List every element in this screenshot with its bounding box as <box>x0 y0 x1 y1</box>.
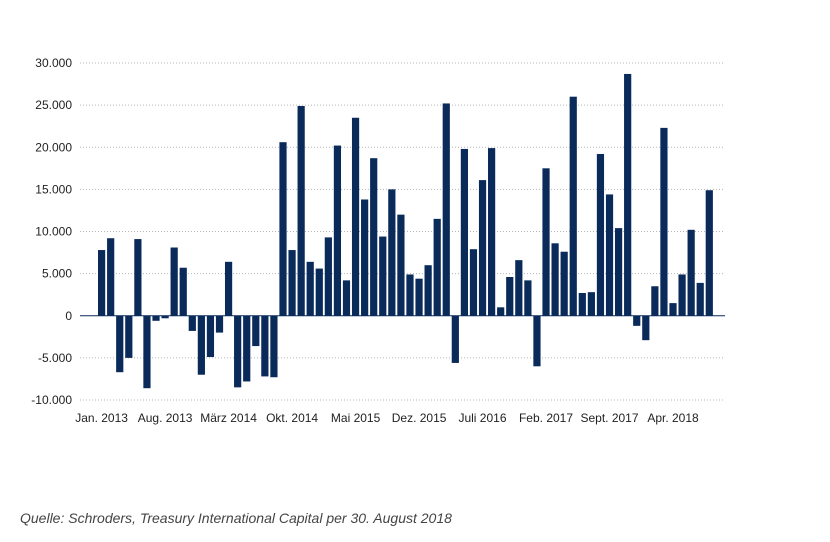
y-tick-label: 5.000 <box>42 267 72 281</box>
bar <box>125 315 133 358</box>
y-tick-label: 25.000 <box>35 98 72 112</box>
bar <box>533 315 541 367</box>
bar <box>107 238 115 316</box>
y-tick-label: 30.000 <box>35 56 72 70</box>
bar <box>279 142 287 316</box>
x-axis-tick-labels: Jan. 2013 Aug. 2013 März 2014 Okt. 2014 Mai … <box>75 411 699 425</box>
bar <box>306 261 314 316</box>
bar <box>424 265 432 316</box>
bar <box>243 315 251 382</box>
bar <box>515 260 523 316</box>
y-tick-label: 20.000 <box>35 140 72 154</box>
bar <box>705 190 713 316</box>
x-tick-label: Juli 2016 <box>458 411 506 425</box>
x-tick-label: Okt. 2014 <box>266 411 318 425</box>
bar <box>651 286 659 316</box>
bar <box>179 267 187 316</box>
bar <box>98 250 106 316</box>
bar <box>415 278 423 316</box>
bar <box>324 237 332 316</box>
bar <box>524 280 532 316</box>
bar <box>161 315 169 319</box>
bar <box>596 153 605 316</box>
bar <box>669 303 677 316</box>
y-tick-label: -5.000 <box>38 351 72 365</box>
bar <box>406 274 414 316</box>
bar <box>587 292 595 316</box>
bar <box>342 280 351 316</box>
bar <box>206 315 215 358</box>
x-tick-label: März 2014 <box>200 411 257 425</box>
bar <box>506 277 514 316</box>
bar <box>234 315 242 388</box>
x-tick-label: Aug. 2013 <box>138 411 193 425</box>
bar <box>270 315 278 378</box>
bar <box>569 96 577 316</box>
bar <box>660 127 668 316</box>
bar <box>605 194 614 316</box>
source-note: Quelle: Schroders, Treasury Internationa… <box>20 510 452 526</box>
bar <box>633 315 641 326</box>
y-tick-label: -10.000 <box>31 393 72 407</box>
bar <box>288 250 296 316</box>
bar <box>478 180 487 316</box>
bar <box>642 315 650 341</box>
bar <box>152 315 160 321</box>
bar <box>460 148 468 316</box>
bar <box>170 247 178 316</box>
bar <box>687 229 695 316</box>
bar <box>551 243 559 316</box>
y-axis-tick-labels: 30.000 25.000 20.000 15.000 10.000 5.000 0 -5.0… <box>31 56 72 407</box>
bar <box>116 315 124 373</box>
bar <box>451 315 459 363</box>
bars <box>98 73 713 389</box>
bar <box>542 168 550 316</box>
bar <box>578 293 586 316</box>
bar <box>224 261 233 316</box>
bar <box>261 315 269 377</box>
x-tick-label: Apr. 2018 <box>647 411 699 425</box>
bar <box>469 249 478 316</box>
bar <box>197 315 205 375</box>
x-tick-label: Jan. 2013 <box>75 411 128 425</box>
y-tick-label: 0 <box>65 309 72 323</box>
bar <box>370 158 378 316</box>
y-tick-label: 10.000 <box>35 225 72 239</box>
x-tick-label: Mai 2015 <box>331 411 381 425</box>
bar <box>351 117 360 316</box>
bar <box>488 148 496 316</box>
bar <box>614 228 623 316</box>
x-tick-label: Dez. 2015 <box>392 411 447 425</box>
bar <box>560 251 568 316</box>
bar <box>143 315 151 389</box>
x-tick-label: Feb. 2017 <box>519 411 573 425</box>
bar <box>379 236 387 316</box>
bar <box>678 274 686 316</box>
bar-chart: 30.000 25.000 20.000 15.000 10.000 5.000 0 -5.0… <box>31 56 725 425</box>
bar <box>134 239 142 316</box>
bar <box>315 268 323 316</box>
bar <box>433 218 441 316</box>
bar <box>442 103 450 316</box>
bar <box>361 199 369 316</box>
bar <box>188 315 196 331</box>
bar <box>297 105 305 316</box>
bar <box>696 282 704 316</box>
bar <box>252 315 260 347</box>
bar <box>624 73 632 316</box>
bar <box>333 145 342 316</box>
y-tick-label: 15.000 <box>35 182 72 196</box>
bar <box>497 307 505 316</box>
bar <box>388 189 396 316</box>
x-tick-label: Sept. 2017 <box>580 411 638 425</box>
bar <box>397 214 405 316</box>
bar <box>215 315 224 333</box>
